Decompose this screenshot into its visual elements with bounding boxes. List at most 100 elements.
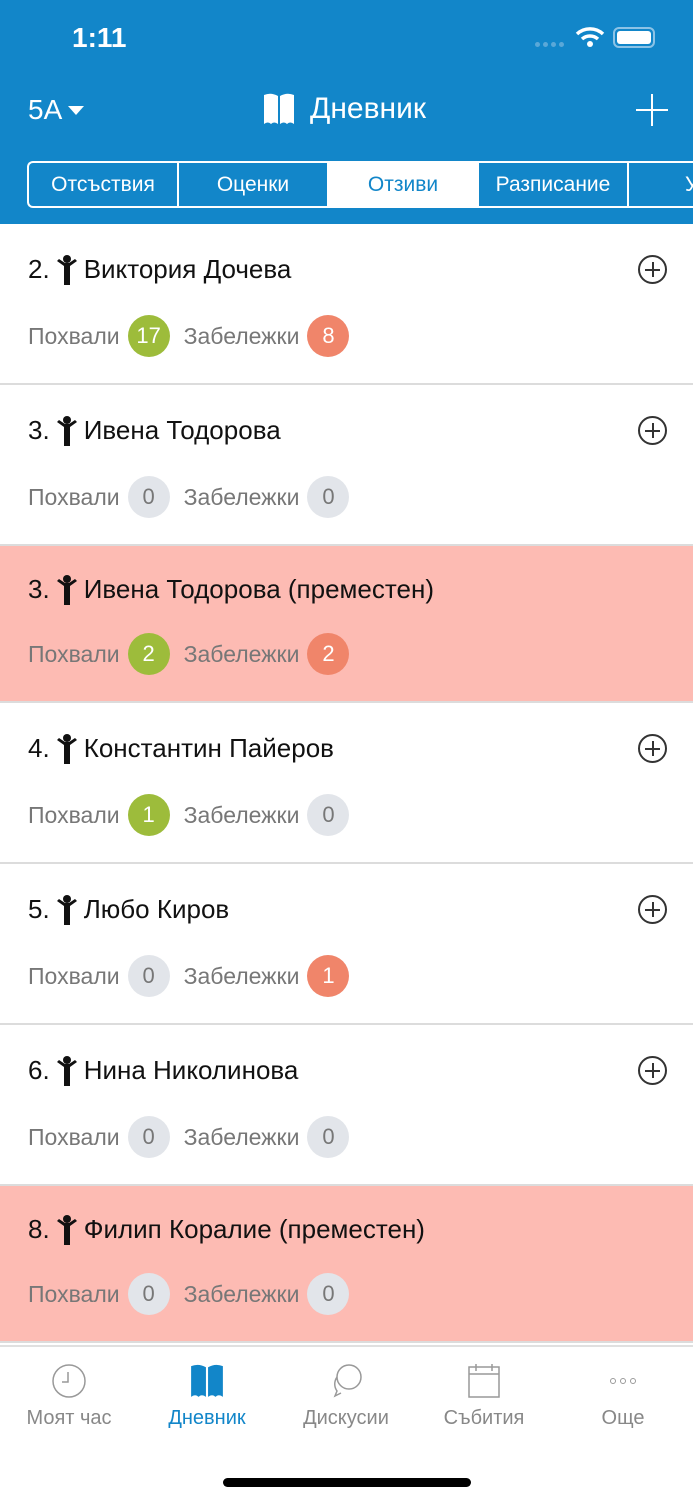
student-name: 3. Ивена Тодорова (преместен)	[28, 574, 434, 605]
tabbar-item-discussions[interactable]: Дискусии	[277, 1363, 415, 1430]
remarks-label: Забележки	[183, 1123, 300, 1150]
counts: Похвали 0 Забележки 0	[28, 1273, 363, 1315]
student-row[interactable]: 6. Нина Николинова Похвали 0 Забележки 0	[0, 1025, 693, 1186]
add-feedback-button[interactable]	[638, 416, 667, 445]
counts: Похвали 0 Забележки 1	[28, 955, 363, 997]
tab-schedule[interactable]: Разписание	[479, 163, 629, 206]
tabbar-label: Моят час	[26, 1407, 112, 1429]
status-time: 1:11	[72, 22, 127, 53]
student-icon	[56, 254, 77, 285]
tabbar-label: Дискусии	[303, 1407, 389, 1429]
student-number-name: 2. Виктория Дочева	[28, 254, 292, 285]
app-header: 1:11 5А Дневник Отсъствия Оценки Отзиви …	[0, 0, 693, 224]
class-selector[interactable]: 5А	[28, 94, 85, 126]
add-feedback-button[interactable]	[638, 1056, 667, 1085]
student-icon	[56, 415, 77, 446]
remarks-count-badge: 0	[307, 794, 350, 836]
remarks-count-badge: 0	[307, 1273, 350, 1315]
home-indicator	[223, 1478, 471, 1487]
praise-count-badge: 0	[127, 476, 170, 518]
student-row[interactable]: 5. Любо Киров Похвали 0 Забележки 1	[0, 864, 693, 1025]
add-feedback-button[interactable]	[638, 895, 667, 924]
signal-icon	[535, 42, 564, 47]
student-name: 8. Филип Коралие (преместен)	[28, 1214, 425, 1245]
praise-count-badge: 0	[127, 1273, 170, 1315]
tabbar-item-events[interactable]: Събития	[415, 1363, 553, 1430]
student-name: 5. Любо Киров	[28, 894, 229, 925]
praise-count-badge: 0	[127, 1116, 170, 1158]
student-name: 6. Нина Николинова	[28, 1055, 298, 1086]
praise-label: Похвали	[28, 640, 120, 667]
praise-count-badge: 0	[127, 955, 170, 997]
tab-feedback[interactable]: Отзиви	[329, 163, 479, 206]
praise-label: Похвали	[28, 483, 120, 510]
remarks-count-badge: 1	[307, 955, 350, 997]
add-button[interactable]	[636, 94, 668, 126]
student-row[interactable]: 2. Виктория Дочева Похвали 17 Забележки 8	[0, 224, 693, 385]
tab-bar: Моят час Дневник Дискусии Събития Още	[0, 1345, 693, 1500]
student-row[interactable]: 3. Ивена Тодорова Похвали 0 Забележки 0	[0, 385, 693, 546]
remarks-label: Забележки	[183, 322, 300, 349]
counts: Похвали 17 Забележки 8	[28, 315, 363, 357]
add-feedback-button[interactable]	[638, 255, 667, 284]
class-label: 5А	[28, 94, 63, 125]
student-row[interactable]: 8. Филип Коралие (преместен) Похвали 0 За…	[0, 1186, 693, 1343]
student-row[interactable]: 3. Ивена Тодорова (преместен) Похвали 2 З…	[0, 546, 693, 703]
remarks-count-badge: 8	[307, 315, 350, 357]
remarks-count-badge: 0	[307, 476, 350, 518]
tab-absences[interactable]: Отсъствия	[29, 163, 179, 206]
remarks-label: Забележки	[183, 483, 300, 510]
praise-label: Похвали	[28, 962, 120, 989]
segment-tabs: Отсъствия Оценки Отзиви Разписание Уче	[27, 161, 693, 208]
tabbar-item-more[interactable]: Още	[554, 1363, 692, 1430]
student-icon	[56, 733, 77, 764]
student-number-name: 3. Ивена Тодорова (преместен)	[28, 574, 434, 605]
tabbar-item-my-hour[interactable]: Моят час	[0, 1363, 138, 1430]
student-number-name: 3. Ивена Тодорова	[28, 415, 281, 446]
add-feedback-button[interactable]	[638, 734, 667, 763]
remarks-count-badge: 0	[307, 1116, 350, 1158]
remarks-label: Забележки	[183, 962, 300, 989]
student-number-name: 5. Любо Киров	[28, 894, 230, 925]
remarks-label: Забележки	[183, 1280, 300, 1307]
student-icon	[56, 894, 77, 925]
tab-grades[interactable]: Оценки	[179, 163, 329, 206]
chat-icon	[333, 1364, 362, 1398]
wifi-icon	[575, 27, 605, 47]
title-text: Дневник	[310, 92, 426, 125]
praise-label: Похвали	[28, 1123, 120, 1150]
book-icon	[264, 93, 294, 124]
student-name: 3. Ивена Тодорова	[28, 415, 281, 446]
student-icon	[56, 1055, 77, 1086]
praise-label: Похвали	[28, 322, 120, 349]
student-name: 2. Виктория Дочева	[28, 254, 291, 285]
clock-icon	[52, 1364, 86, 1398]
remarks-count-badge: 2	[307, 633, 350, 675]
tabbar-label: Още	[601, 1407, 645, 1429]
tab-more[interactable]: Уче	[629, 163, 693, 206]
praise-count-badge: 1	[127, 794, 170, 836]
tabbar-item-diary[interactable]: Дневник	[138, 1363, 276, 1430]
book-icon	[191, 1364, 223, 1397]
student-icon	[56, 1214, 77, 1245]
remarks-label: Забележки	[183, 640, 300, 667]
calendar-icon	[468, 1364, 500, 1398]
student-list: 2. Виктория Дочева Похвали 17 Забележки 8…	[0, 224, 693, 1343]
praise-count-badge: 17	[127, 315, 170, 357]
student-icon	[56, 574, 77, 605]
student-row[interactable]: 4. Константин Пайеров Похвали 1 Забележки…	[0, 703, 693, 864]
counts: Похвали 0 Забележки 0	[28, 1116, 363, 1158]
page-title: Дневник	[262, 92, 426, 126]
caret-down-icon	[68, 105, 85, 115]
praise-label: Похвали	[28, 801, 120, 828]
counts: Похвали 1 Забележки 0	[28, 794, 363, 836]
student-number-name: 4. Константин Пайеров	[28, 733, 334, 764]
battery-icon	[613, 27, 655, 48]
student-number-name: 6. Нина Николинова	[28, 1055, 299, 1086]
student-name: 4. Константин Пайеров	[28, 733, 334, 764]
remarks-label: Забележки	[183, 801, 300, 828]
student-number-name: 8. Филип Коралие (преместен)	[28, 1214, 425, 1245]
counts: Похвали 0 Забележки 0	[28, 476, 363, 518]
praise-label: Похвали	[28, 1280, 120, 1307]
tabbar-label: Дневник	[168, 1407, 246, 1429]
